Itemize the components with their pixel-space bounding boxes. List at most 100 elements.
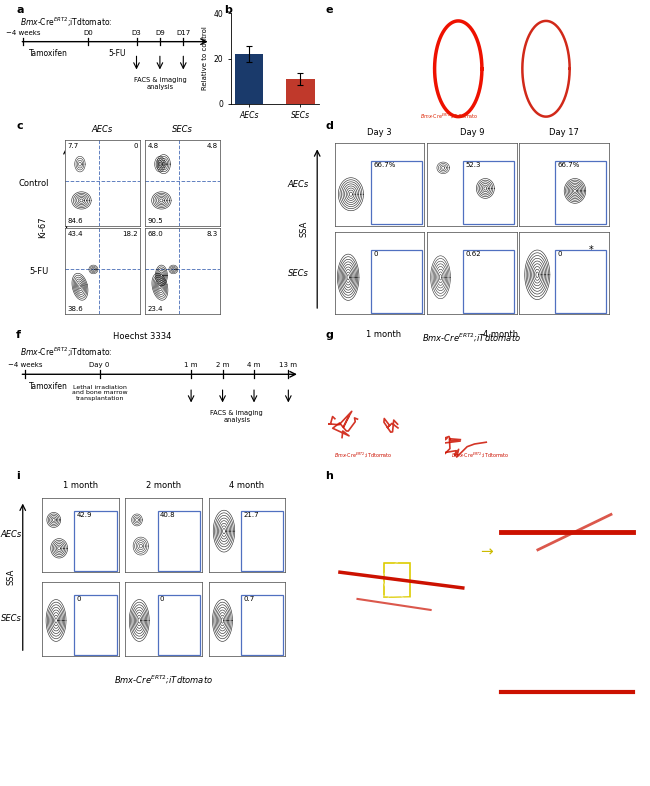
Text: i: i — [16, 472, 20, 482]
Text: $\it{Bmx}$-Cre$^{ERT2}$;iTdtomato:: $\it{Bmx}$-Cre$^{ERT2}$;iTdtomato: — [20, 346, 112, 359]
Text: 7.7: 7.7 — [67, 142, 79, 149]
Text: Ki-67: Ki-67 — [38, 216, 47, 238]
Text: FACS & imaging
analysis: FACS & imaging analysis — [211, 410, 263, 424]
Text: h: h — [325, 472, 333, 482]
Text: D9: D9 — [155, 30, 165, 35]
Text: CD31/VE-cadherin: CD31/VE-cadherin — [451, 353, 501, 358]
Text: 1 month: 1 month — [366, 330, 401, 339]
Text: 68.0: 68.0 — [147, 230, 163, 237]
Text: 23.4: 23.4 — [147, 306, 162, 312]
Bar — [286, 79, 315, 104]
Text: $\it{Bmx}$-Cre$^{ERT2}$;iTdtomato:: $\it{Bmx}$-Cre$^{ERT2}$;iTdtomato: — [20, 16, 112, 29]
Text: SECs: SECs — [288, 269, 309, 277]
Text: 5-FU: 5-FU — [109, 49, 125, 57]
Text: 4 month: 4 month — [229, 481, 265, 490]
Text: 38.6: 38.6 — [67, 306, 83, 312]
Bar — [370, 250, 422, 313]
Text: Day 3: Day 3 — [367, 128, 392, 137]
Bar — [463, 250, 514, 313]
Text: AECs: AECs — [0, 531, 21, 539]
Text: $\it{Bmx}$-Cre$^{ERT2}$;iTdtomato: $\it{Bmx}$-Cre$^{ERT2}$;iTdtomato — [422, 332, 521, 343]
Text: SECs: SECs — [1, 615, 21, 623]
Text: *: * — [589, 244, 593, 255]
Text: 13 m: 13 m — [280, 362, 297, 368]
Text: Hoechst 3334: Hoechst 3334 — [113, 332, 172, 340]
Bar — [241, 511, 283, 571]
Text: Lethal irradiation
and bone marrow
transplantation: Lethal irradiation and bone marrow trans… — [72, 384, 127, 401]
Text: Day 0: Day 0 — [90, 362, 110, 368]
Bar — [241, 595, 283, 655]
Text: 0.62: 0.62 — [465, 251, 481, 257]
Text: 42.9: 42.9 — [77, 512, 92, 518]
Text: D17: D17 — [176, 30, 190, 35]
Text: 5-FU: 5-FU — [29, 266, 49, 276]
Text: c: c — [16, 121, 23, 131]
Bar — [158, 511, 200, 571]
Text: 8.3: 8.3 — [206, 230, 218, 237]
Text: Day 17: Day 17 — [333, 17, 355, 23]
Text: 40.8: 40.8 — [160, 512, 176, 518]
Text: 4.8: 4.8 — [147, 142, 159, 149]
Text: $\it{Bmx}$-Cre$^{ERT2}$;iTdtomato: $\it{Bmx}$-Cre$^{ERT2}$;iTdtomato — [421, 112, 478, 120]
Text: a: a — [16, 5, 24, 15]
Bar — [235, 54, 263, 104]
Text: d: d — [325, 121, 333, 131]
Text: Day 9: Day 9 — [460, 128, 484, 137]
Text: e: e — [325, 5, 333, 15]
Text: 84.6: 84.6 — [67, 218, 83, 224]
Text: 0.7: 0.7 — [243, 596, 254, 602]
Text: AECs: AECs — [92, 125, 113, 134]
Text: 66.7%: 66.7% — [558, 162, 580, 168]
Text: D3: D3 — [131, 30, 142, 35]
Text: 0: 0 — [160, 596, 164, 602]
Text: 0: 0 — [373, 251, 378, 257]
Text: D0: D0 — [83, 30, 92, 35]
Bar — [75, 595, 116, 655]
Text: 21.7: 21.7 — [243, 512, 259, 518]
Text: g: g — [325, 330, 333, 340]
Text: 4.8: 4.8 — [206, 142, 218, 149]
Bar — [370, 161, 422, 224]
Text: 13 month: 13 month — [335, 506, 372, 515]
Bar — [75, 511, 116, 571]
Text: 18.2: 18.2 — [122, 230, 138, 237]
Text: Merge: Merge — [564, 115, 584, 120]
Text: 4 month: 4 month — [483, 330, 518, 339]
Text: SECs: SECs — [172, 125, 193, 134]
Text: Control: Control — [18, 178, 49, 188]
Text: 43.4: 43.4 — [67, 230, 83, 237]
Text: 52.3: 52.3 — [465, 162, 481, 168]
Text: CD31/VE-cadherin: CD31/VE-cadherin — [586, 639, 636, 645]
Text: −4 weeks: −4 weeks — [6, 30, 41, 35]
Text: 0: 0 — [77, 596, 81, 602]
Text: Tamoxifen: Tamoxifen — [29, 382, 68, 391]
Text: 4 m: 4 m — [248, 362, 261, 368]
Text: $\it{Bmx}$-Cre$^{ERT2}$;iTdtomato: $\it{Bmx}$-Cre$^{ERT2}$;iTdtomato — [570, 555, 636, 564]
Text: f: f — [16, 330, 21, 340]
Text: AECs: AECs — [287, 180, 309, 189]
Text: 2 m: 2 m — [216, 362, 229, 368]
Text: 66.7%: 66.7% — [373, 162, 396, 168]
Text: FACS & imaging
analysis: FACS & imaging analysis — [133, 77, 187, 90]
Text: SSA: SSA — [299, 221, 308, 237]
Text: $\it{Bmx}$-Cre$^{ERT2}$;iTdtomato: $\it{Bmx}$-Cre$^{ERT2}$;iTdtomato — [334, 450, 392, 459]
Text: b: b — [224, 5, 232, 15]
Text: 1 month: 1 month — [63, 481, 98, 490]
Text: CD31/VE-cadherin: CD31/VE-cadherin — [334, 353, 384, 358]
Bar — [158, 595, 200, 655]
Text: Tamoxifen: Tamoxifen — [29, 49, 68, 57]
Text: 90.5: 90.5 — [147, 218, 162, 224]
Text: SSA: SSA — [6, 569, 16, 585]
Bar — [555, 250, 606, 313]
Text: $\it{Bmx}$-Cre$^{ERT2}$;iTdtomato: $\it{Bmx}$-Cre$^{ERT2}$;iTdtomato — [114, 674, 213, 685]
Text: 1 m: 1 m — [185, 362, 198, 368]
Text: 2 month: 2 month — [146, 481, 181, 490]
Text: 0: 0 — [558, 251, 562, 257]
Text: −4 weeks: −4 weeks — [8, 362, 42, 368]
Bar — [463, 161, 514, 224]
Text: Day 17: Day 17 — [549, 128, 579, 137]
Text: 0: 0 — [133, 142, 138, 149]
Bar — [555, 161, 606, 224]
Text: CD31/VE-cadherin: CD31/VE-cadherin — [333, 115, 383, 120]
Text: Merge: Merge — [619, 719, 636, 725]
